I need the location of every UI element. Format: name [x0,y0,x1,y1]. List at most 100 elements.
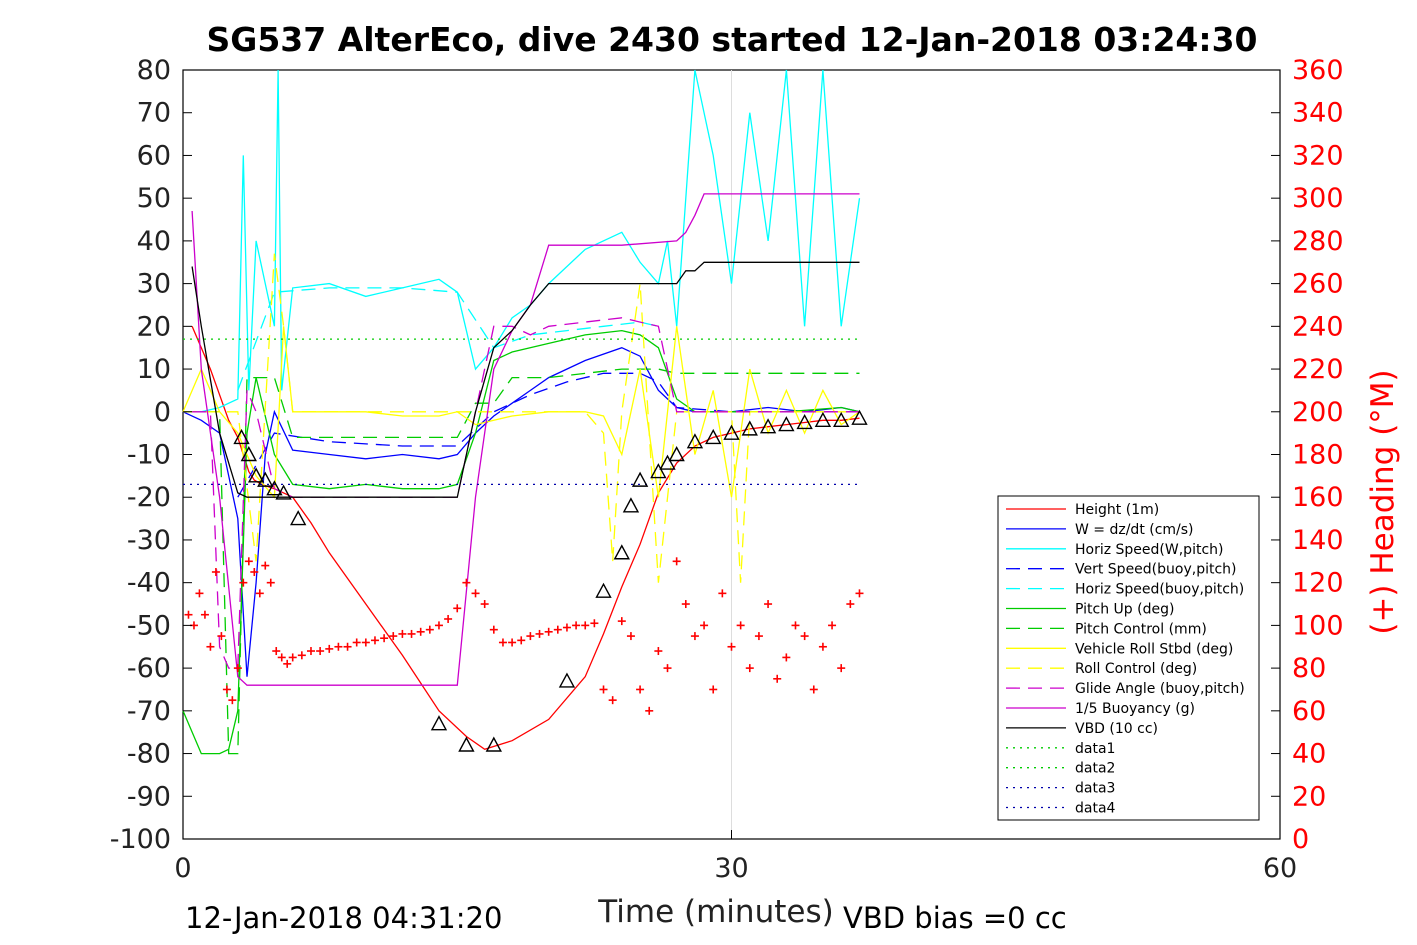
series-line-glide-angle-buoy-pitch [192,317,860,669]
y2-tick-label: 100 [1292,610,1344,641]
y-tick-label: -50 [127,610,171,641]
heading-point [266,578,275,587]
heading-point [195,589,204,598]
y-tick-label: 30 [137,269,171,300]
y2-tick-label: 0 [1292,824,1309,855]
height-marker [778,416,795,432]
y2-tick-label: 340 [1292,98,1344,129]
heading-point [745,664,754,673]
heading-point [581,621,590,630]
heading-point [590,619,599,628]
height-marker [759,418,777,434]
footer-timestamp: 12-Jan-2018 04:31:20 [185,901,502,935]
series-layer [182,69,861,755]
legend-box [997,495,1260,821]
heading-point [663,664,672,673]
heading-point [389,632,398,641]
heading-point [709,685,718,694]
legend-label: Horiz Speed(buoy,pitch) [1075,582,1244,598]
heading-point [434,621,443,630]
y2-tick-label: 120 [1292,568,1344,599]
height-marker [430,715,448,731]
legend-label: Pitch Control (mm) [1075,621,1207,637]
height-marker [650,463,667,479]
series-line-roll-control-deg [183,253,860,583]
heading-point [617,617,626,626]
heading-point [736,621,745,630]
heading-point [343,642,352,651]
heading-point [846,600,855,609]
height-marker [233,428,250,445]
heading-point [398,629,407,638]
heading-point [217,632,226,641]
heading-point [690,632,699,641]
y2-tick-label: 80 [1292,653,1326,684]
series-line-pitch-up-deg [182,329,860,755]
y-tick-label: -20 [127,482,171,513]
heading-point [334,642,343,651]
heading-point [272,647,281,656]
heading-point [316,647,325,656]
heading-point [700,621,709,630]
heading-point [645,706,654,715]
height-marker [290,510,307,526]
y2-tick-label: 240 [1292,311,1344,342]
height-marker [741,420,758,436]
y-axis-left: 80 70 60 50 40 30 20 10 0 -10 -20 -30 -40 -50 -60 -70 -8… [110,55,192,855]
x-axis: 0 30 60 [174,830,1297,884]
y-tick-label: 50 [137,183,171,214]
height-marker [723,424,740,440]
heading-point [288,653,297,662]
y-tick-label: -70 [127,696,171,727]
x-tick-label: 60 [1263,853,1297,884]
y-tick-label: -100 [110,824,171,855]
heading-point [352,638,361,647]
y-tick-label: 80 [137,55,171,86]
heading-point [562,623,571,632]
y2-tick-label: 220 [1292,354,1344,385]
heading-point [489,625,498,634]
y2-tick-label: 160 [1292,482,1344,513]
y2-tick-label: 40 [1292,739,1326,770]
legend-label: Horiz Speed(W,pitch) [1075,542,1223,558]
y-tick-label: 10 [137,354,171,385]
x-axis-label: Time (minutes) [597,894,833,930]
y2-tick-label: 280 [1292,226,1344,257]
height-marker [240,446,257,462]
legend-label: data1 [1075,741,1115,757]
heading-point [608,696,617,705]
height-marker [257,471,274,487]
heading-point [211,567,220,576]
legend-label: W = dz/dt (cm/s) [1075,522,1194,538]
y2-tick-label: 180 [1292,440,1344,471]
heading-point [228,696,237,705]
heading-point [361,638,370,647]
triangle-layer [233,409,868,752]
heading-point [526,632,535,641]
heading-point [325,644,334,653]
y-tick-label: -40 [127,568,171,599]
series-line-horiz-speed-w-pitch [183,69,861,413]
heading-point [599,685,608,694]
heading-point [297,651,306,660]
y-tick-label: 40 [137,226,171,257]
series-line-height-1m [191,326,860,751]
heading-point [244,557,253,566]
heading-point [277,653,286,662]
heading-point [239,578,248,587]
heading-point [508,638,517,647]
footer-vbd-bias: VBD bias =0 cc [843,901,1067,935]
heading-point [855,589,864,598]
height-marker [631,471,649,487]
height-marker [558,672,576,688]
heading-point [425,625,434,634]
x-tick-label: 30 [714,853,748,884]
y2-tick-label: 140 [1292,525,1344,556]
series-line-pitch-control-mm [183,368,860,755]
legend-label: VBD (10 cc) [1075,721,1158,737]
legend: Height (1m) W = dz/dt (cm/s) Horiz Speed(W… [997,495,1260,821]
legend-label: data3 [1075,781,1115,797]
height-marker [686,433,704,449]
heading-point [453,604,462,613]
